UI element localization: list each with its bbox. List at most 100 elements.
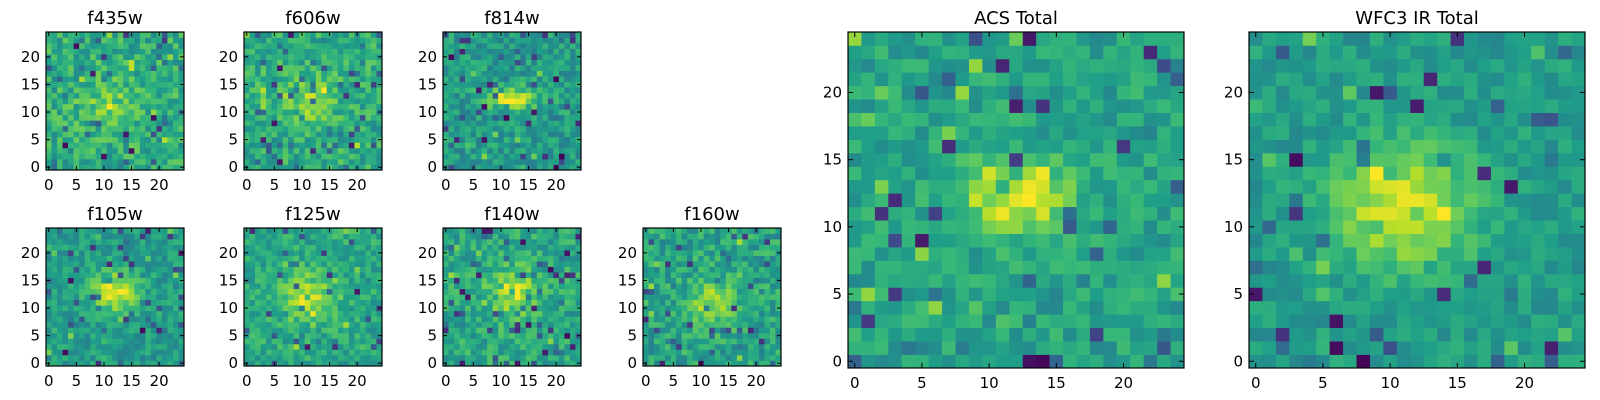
heatmap-cell (321, 294, 328, 301)
x-tick-label: 5 (469, 372, 479, 390)
heatmap-cell (503, 299, 510, 306)
heatmap-cell (288, 310, 295, 317)
heatmap-cell (514, 338, 521, 345)
heatmap-cell (536, 109, 543, 116)
heatmap-cell (775, 266, 782, 273)
heatmap-cell (698, 332, 705, 339)
heatmap-cell (769, 233, 776, 240)
heatmap-cell (365, 54, 372, 60)
heatmap-cell (244, 349, 250, 356)
heatmap-cell (326, 125, 333, 132)
heatmap-cell (359, 59, 366, 66)
heatmap-cell (1022, 260, 1037, 275)
heatmap-cell (161, 266, 168, 273)
heatmap-cell (62, 48, 69, 55)
heatmap-cell (1036, 247, 1050, 261)
heatmap-cell (288, 250, 295, 256)
heatmap-cell (901, 287, 916, 302)
heatmap-cell (709, 250, 716, 256)
heatmap-cell (542, 332, 549, 339)
heatmap-cell (178, 125, 185, 132)
heatmap-cell (459, 354, 466, 361)
heatmap-cell (128, 114, 135, 121)
heatmap-cell (1157, 341, 1171, 355)
heatmap-cell (62, 294, 69, 301)
heatmap-cell (687, 305, 694, 312)
y-tick-label: 15 (21, 271, 40, 289)
heatmap-cell (569, 142, 576, 149)
heatmap-cell (520, 321, 527, 328)
heatmap-cell (255, 310, 261, 317)
heatmap-cell (321, 120, 328, 127)
heatmap-cell (57, 266, 63, 273)
heatmap-cell (531, 125, 538, 132)
heatmap-cell (753, 343, 760, 350)
heatmap-cell (73, 250, 80, 256)
heatmap-cell (525, 103, 532, 110)
heatmap-cell (564, 299, 571, 306)
heatmap-cell (365, 255, 372, 262)
heatmap-cell (564, 327, 571, 334)
heatmap-cell (51, 98, 58, 105)
heatmap-cell (106, 338, 113, 345)
heatmap-cell (150, 81, 157, 88)
heatmap-cell (955, 354, 970, 369)
heatmap-cell (492, 114, 499, 121)
heatmap-cell (531, 305, 538, 312)
heatmap-cell (747, 272, 754, 279)
heatmap-cell (167, 310, 174, 317)
heatmap-cell (742, 310, 749, 317)
heatmap-cell (1022, 247, 1037, 261)
heatmap-cell (968, 220, 983, 234)
heatmap-cell (503, 255, 510, 262)
heatmap-cell (150, 244, 157, 251)
heatmap-cell (470, 354, 477, 361)
heatmap-cell (753, 332, 760, 339)
heatmap-cell (90, 147, 97, 154)
heatmap-cell (134, 250, 141, 256)
heatmap-cell (277, 283, 283, 290)
heatmap-cell (769, 332, 776, 339)
heatmap-cell (764, 244, 771, 251)
heatmap-cell (46, 131, 52, 138)
heatmap-cell (326, 92, 333, 99)
heatmap-cell (277, 354, 283, 361)
heatmap-cell (481, 310, 488, 317)
heatmap-cell (459, 266, 466, 273)
heatmap-cell (255, 321, 261, 328)
heatmap-cell (117, 120, 124, 127)
heatmap-cell (465, 255, 471, 262)
heatmap-cell (542, 147, 549, 154)
heatmap-cell (145, 147, 152, 154)
heatmap-cell (266, 332, 272, 339)
heatmap-cell (282, 310, 289, 317)
heatmap-cell (569, 349, 576, 356)
heatmap-cell (167, 354, 174, 361)
heatmap-cell (670, 255, 677, 262)
heatmap-cell (901, 206, 916, 221)
heatmap-cell (101, 70, 108, 77)
heatmap-cell (955, 300, 970, 315)
heatmap-cell (703, 277, 710, 284)
heatmap-cell (1063, 247, 1077, 261)
heatmap-cell (161, 131, 168, 138)
heatmap-cell (288, 283, 295, 290)
heatmap-cell (465, 98, 471, 105)
heatmap-cell (747, 349, 754, 356)
heatmap-cell (79, 103, 85, 110)
heatmap-cell (172, 70, 179, 77)
heatmap-cell (370, 142, 377, 149)
heatmap-cell (167, 147, 174, 154)
heatmap-cell (465, 59, 471, 66)
y-tick-label: 5 (427, 327, 437, 345)
heatmap-cell (139, 54, 146, 60)
heatmap-cell (376, 228, 383, 234)
heatmap-cell (547, 277, 554, 284)
heatmap-cell (62, 70, 69, 77)
heatmap-cell (681, 261, 688, 267)
heatmap-cell (112, 294, 119, 301)
heatmap-cell (376, 103, 383, 110)
heatmap-cell (503, 92, 510, 99)
heatmap-cell (90, 277, 97, 284)
heatmap-cell (260, 349, 267, 356)
